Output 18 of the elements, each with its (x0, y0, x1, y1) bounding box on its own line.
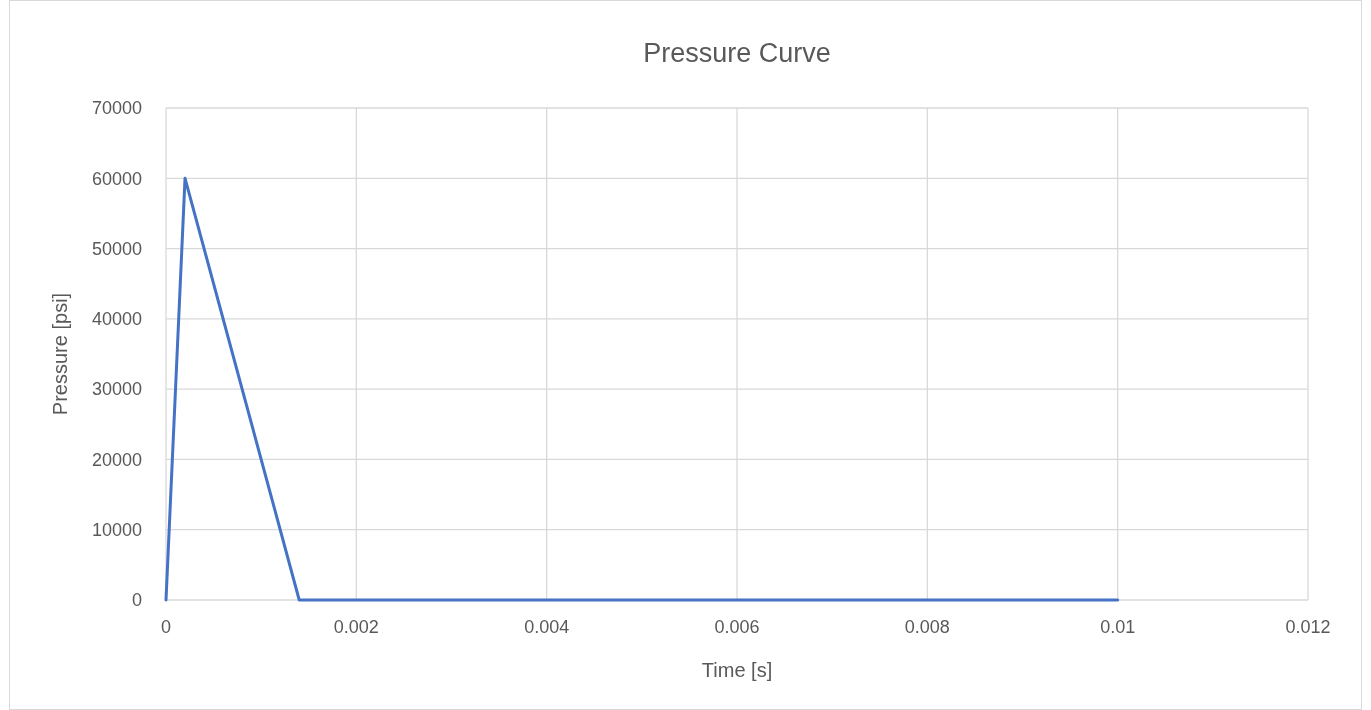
x-tick-label: 0.006 (714, 617, 760, 637)
y-tick-label: 30000 (91, 379, 142, 400)
y-tick-label: 50000 (91, 238, 142, 259)
x-tick-label: 0 (160, 617, 172, 637)
chart-title: Pressure Curve (643, 38, 831, 68)
y-tick-label: 70000 (91, 98, 142, 119)
y-axis-title: Pressure [psi] (49, 292, 71, 416)
x-tick-label: 0.004 (524, 617, 570, 637)
y-tick-label: 60000 (91, 168, 142, 189)
y-tick-label: 20000 (91, 449, 142, 470)
y-tick-label: 0 (131, 590, 142, 611)
x-tick-label: 0.01 (1100, 617, 1136, 637)
x-tick-label: 0.008 (904, 617, 950, 637)
x-axis-title: Time [s] (701, 659, 773, 681)
x-tick-label: 0.002 (333, 617, 379, 637)
x-tick-label: 0.012 (1285, 617, 1331, 637)
y-tick-label: 10000 (91, 520, 142, 541)
y-tick-label: 40000 (91, 309, 142, 330)
